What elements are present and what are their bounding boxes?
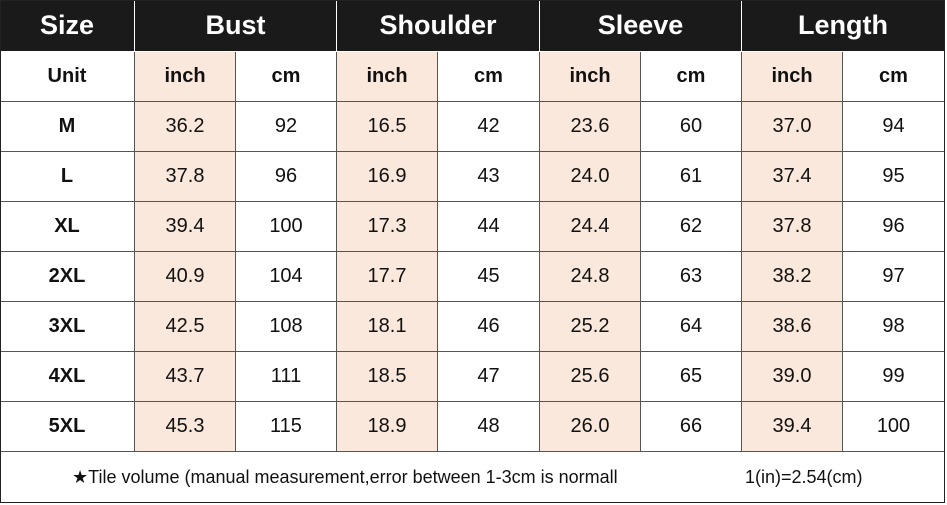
measure-cell: 95	[843, 152, 945, 202]
measure-cell: 99	[843, 352, 945, 402]
size-label: 3XL	[0, 302, 135, 352]
measure-cell: 92	[236, 102, 337, 152]
measure-cell: 64	[641, 302, 742, 352]
size-label: 5XL	[0, 402, 135, 452]
measure-cell: 37.4	[742, 152, 843, 202]
measure-cell: 39.4	[135, 202, 236, 252]
measure-cell: 18.9	[337, 402, 438, 452]
measure-cell: 38.2	[742, 252, 843, 302]
measure-cell: 61	[641, 152, 742, 202]
measure-cell: 40.9	[135, 252, 236, 302]
column-header: Sleeve	[540, 0, 742, 52]
measure-cell: 17.3	[337, 202, 438, 252]
size-label: XL	[0, 202, 135, 252]
measure-cell: 17.7	[337, 252, 438, 302]
measure-cell: 43	[438, 152, 540, 202]
measure-cell: 65	[641, 352, 742, 402]
measure-cell: 45	[438, 252, 540, 302]
measure-cell: 42.5	[135, 302, 236, 352]
column-header: Length	[742, 0, 945, 52]
unit-cell: inch	[135, 52, 236, 102]
measure-cell: 63	[641, 252, 742, 302]
measure-cell: 46	[438, 302, 540, 352]
unit-cell: cm	[641, 52, 742, 102]
measure-cell: 100	[236, 202, 337, 252]
unit-cell: inch	[337, 52, 438, 102]
measure-cell: 37.8	[135, 152, 236, 202]
measure-cell: 16.9	[337, 152, 438, 202]
measure-cell: 43.7	[135, 352, 236, 402]
measure-cell: 24.0	[540, 152, 641, 202]
measure-cell: 111	[236, 352, 337, 402]
measure-cell: 24.8	[540, 252, 641, 302]
measure-cell: 38.6	[742, 302, 843, 352]
measure-cell: 108	[236, 302, 337, 352]
size-label: 2XL	[0, 252, 135, 302]
footer-note: ★Tile volume (manual measurement,error b…	[72, 467, 618, 487]
measure-cell: 25.6	[540, 352, 641, 402]
unit-cell: inch	[742, 52, 843, 102]
measure-cell: 44	[438, 202, 540, 252]
measure-cell: 25.2	[540, 302, 641, 352]
unit-cell: cm	[438, 52, 540, 102]
measure-cell: 37.8	[742, 202, 843, 252]
measure-cell: 48	[438, 402, 540, 452]
measure-cell: 96	[843, 202, 945, 252]
measure-cell: 100	[843, 402, 945, 452]
column-header: Bust	[135, 0, 337, 52]
size-label: M	[0, 102, 135, 152]
measure-cell: 24.4	[540, 202, 641, 252]
footer-conversion: 1(in)=2.54(cm)	[745, 467, 863, 487]
measure-cell: 96	[236, 152, 337, 202]
unit-cell: inch	[540, 52, 641, 102]
measure-cell: 62	[641, 202, 742, 252]
column-header: Shoulder	[337, 0, 540, 52]
column-header: Size	[0, 0, 135, 52]
measure-cell: 37.0	[742, 102, 843, 152]
measure-cell: 97	[843, 252, 945, 302]
measure-cell: 18.1	[337, 302, 438, 352]
measure-cell: 104	[236, 252, 337, 302]
measure-cell: 60	[641, 102, 742, 152]
measure-cell: 66	[641, 402, 742, 452]
size-label: L	[0, 152, 135, 202]
measure-cell: 39.4	[742, 402, 843, 452]
measure-cell: 39.0	[742, 352, 843, 402]
measure-cell: 94	[843, 102, 945, 152]
measure-cell: 23.6	[540, 102, 641, 152]
measure-cell: 26.0	[540, 402, 641, 452]
unit-cell: cm	[236, 52, 337, 102]
measure-cell: 16.5	[337, 102, 438, 152]
measure-cell: 98	[843, 302, 945, 352]
measure-cell: 42	[438, 102, 540, 152]
unit-label: Unit	[0, 52, 135, 102]
measure-cell: 47	[438, 352, 540, 402]
measure-cell: 36.2	[135, 102, 236, 152]
size-label: 4XL	[0, 352, 135, 402]
measure-cell: 18.5	[337, 352, 438, 402]
measure-cell: 45.3	[135, 402, 236, 452]
measure-cell: 115	[236, 402, 337, 452]
unit-cell: cm	[843, 52, 945, 102]
